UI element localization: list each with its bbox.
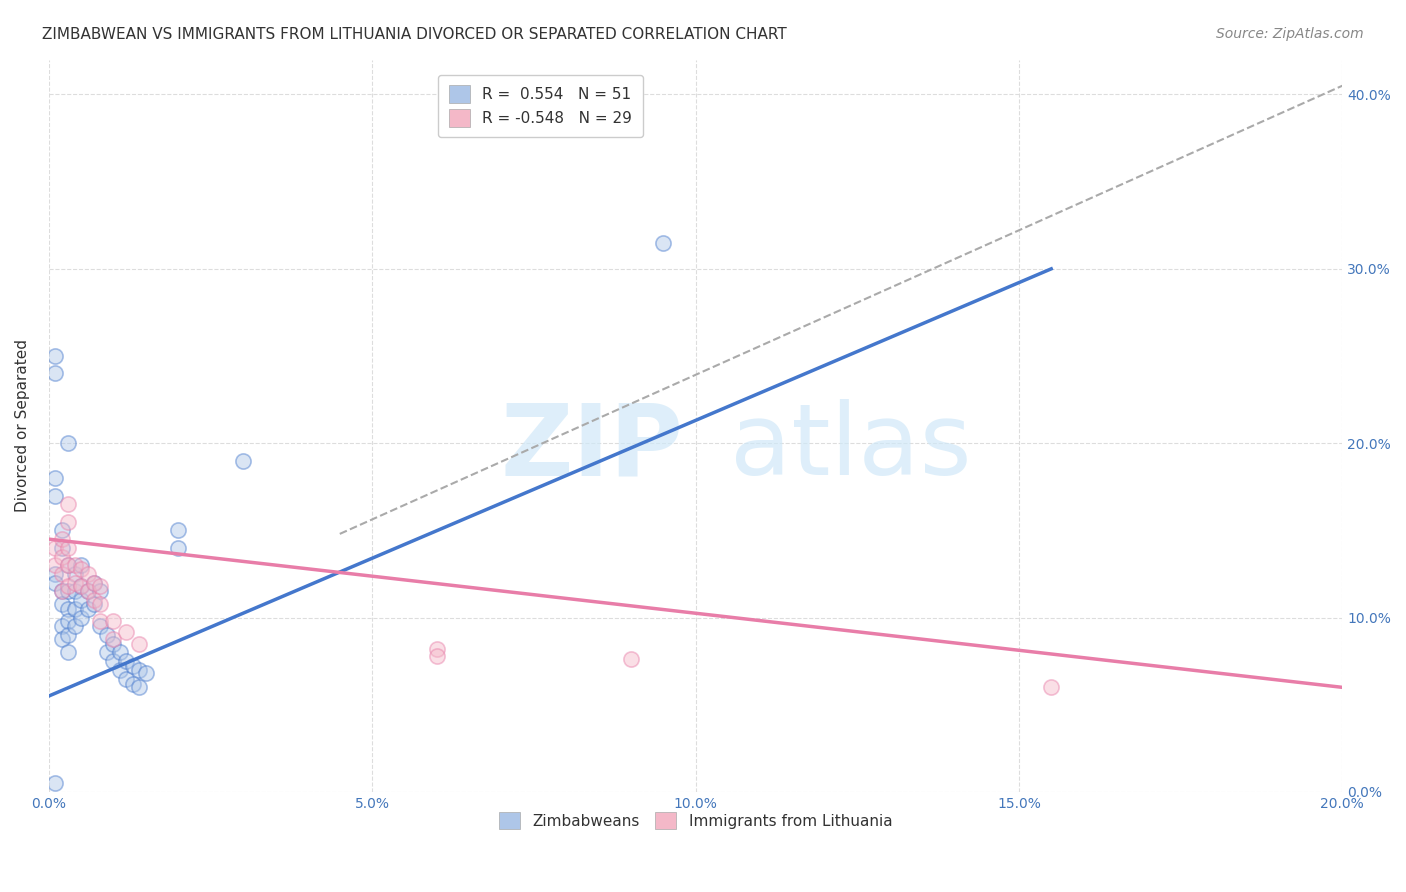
Point — [620, 652, 643, 666]
Point — [51, 584, 73, 599]
Point — [63, 584, 86, 599]
Point — [128, 637, 150, 651]
Point — [56, 436, 79, 450]
Point — [56, 614, 79, 628]
Point — [44, 367, 66, 381]
Point — [70, 593, 93, 607]
Point — [44, 776, 66, 790]
Point — [96, 645, 118, 659]
Point — [103, 654, 125, 668]
Legend: Zimbabweans, Immigrants from Lithuania: Zimbabweans, Immigrants from Lithuania — [492, 805, 898, 836]
Point — [232, 453, 254, 467]
Point — [652, 235, 675, 250]
Point — [56, 579, 79, 593]
Point — [63, 602, 86, 616]
Point — [56, 541, 79, 555]
Point — [56, 558, 79, 573]
Point — [56, 628, 79, 642]
Point — [426, 648, 449, 663]
Point — [115, 654, 138, 668]
Point — [63, 575, 86, 590]
Point — [51, 584, 73, 599]
Point — [83, 597, 105, 611]
Point — [51, 549, 73, 564]
Point — [115, 672, 138, 686]
Point — [63, 566, 86, 581]
Point — [44, 575, 66, 590]
Point — [44, 471, 66, 485]
Text: atlas: atlas — [730, 400, 972, 496]
Point — [56, 645, 79, 659]
Point — [56, 558, 79, 573]
Point — [44, 558, 66, 573]
Point — [83, 575, 105, 590]
Point — [70, 579, 93, 593]
Point — [89, 584, 111, 599]
Y-axis label: Divorced or Separated: Divorced or Separated — [15, 339, 30, 512]
Point — [128, 663, 150, 677]
Point — [70, 610, 93, 624]
Point — [89, 597, 111, 611]
Point — [121, 659, 143, 673]
Point — [167, 524, 190, 538]
Point — [128, 681, 150, 695]
Point — [108, 645, 131, 659]
Point — [51, 532, 73, 546]
Point — [426, 642, 449, 657]
Point — [51, 566, 73, 581]
Text: Source: ZipAtlas.com: Source: ZipAtlas.com — [1216, 27, 1364, 41]
Point — [121, 677, 143, 691]
Point — [63, 619, 86, 633]
Point — [56, 515, 79, 529]
Point — [89, 614, 111, 628]
Point — [83, 575, 105, 590]
Point — [51, 619, 73, 633]
Point — [115, 624, 138, 639]
Point — [76, 566, 98, 581]
Text: ZIMBABWEAN VS IMMIGRANTS FROM LITHUANIA DIVORCED OR SEPARATED CORRELATION CHART: ZIMBABWEAN VS IMMIGRANTS FROM LITHUANIA … — [42, 27, 787, 42]
Point — [167, 541, 190, 555]
Point — [108, 663, 131, 677]
Point — [1040, 681, 1063, 695]
Text: ZIP: ZIP — [501, 400, 683, 496]
Point — [70, 579, 93, 593]
Point — [44, 566, 66, 581]
Point — [83, 593, 105, 607]
Point — [89, 579, 111, 593]
Point — [76, 584, 98, 599]
Point — [70, 562, 93, 576]
Point — [56, 584, 79, 599]
Point — [63, 558, 86, 573]
Point — [89, 619, 111, 633]
Point — [103, 614, 125, 628]
Point — [103, 632, 125, 646]
Point — [44, 541, 66, 555]
Point — [56, 602, 79, 616]
Point — [103, 637, 125, 651]
Point — [44, 349, 66, 363]
Point — [44, 489, 66, 503]
Point — [96, 628, 118, 642]
Point — [135, 666, 157, 681]
Point — [51, 597, 73, 611]
Point — [70, 558, 93, 573]
Point — [56, 497, 79, 511]
Point — [76, 584, 98, 599]
Point — [51, 541, 73, 555]
Point — [51, 632, 73, 646]
Point — [76, 602, 98, 616]
Point — [51, 524, 73, 538]
